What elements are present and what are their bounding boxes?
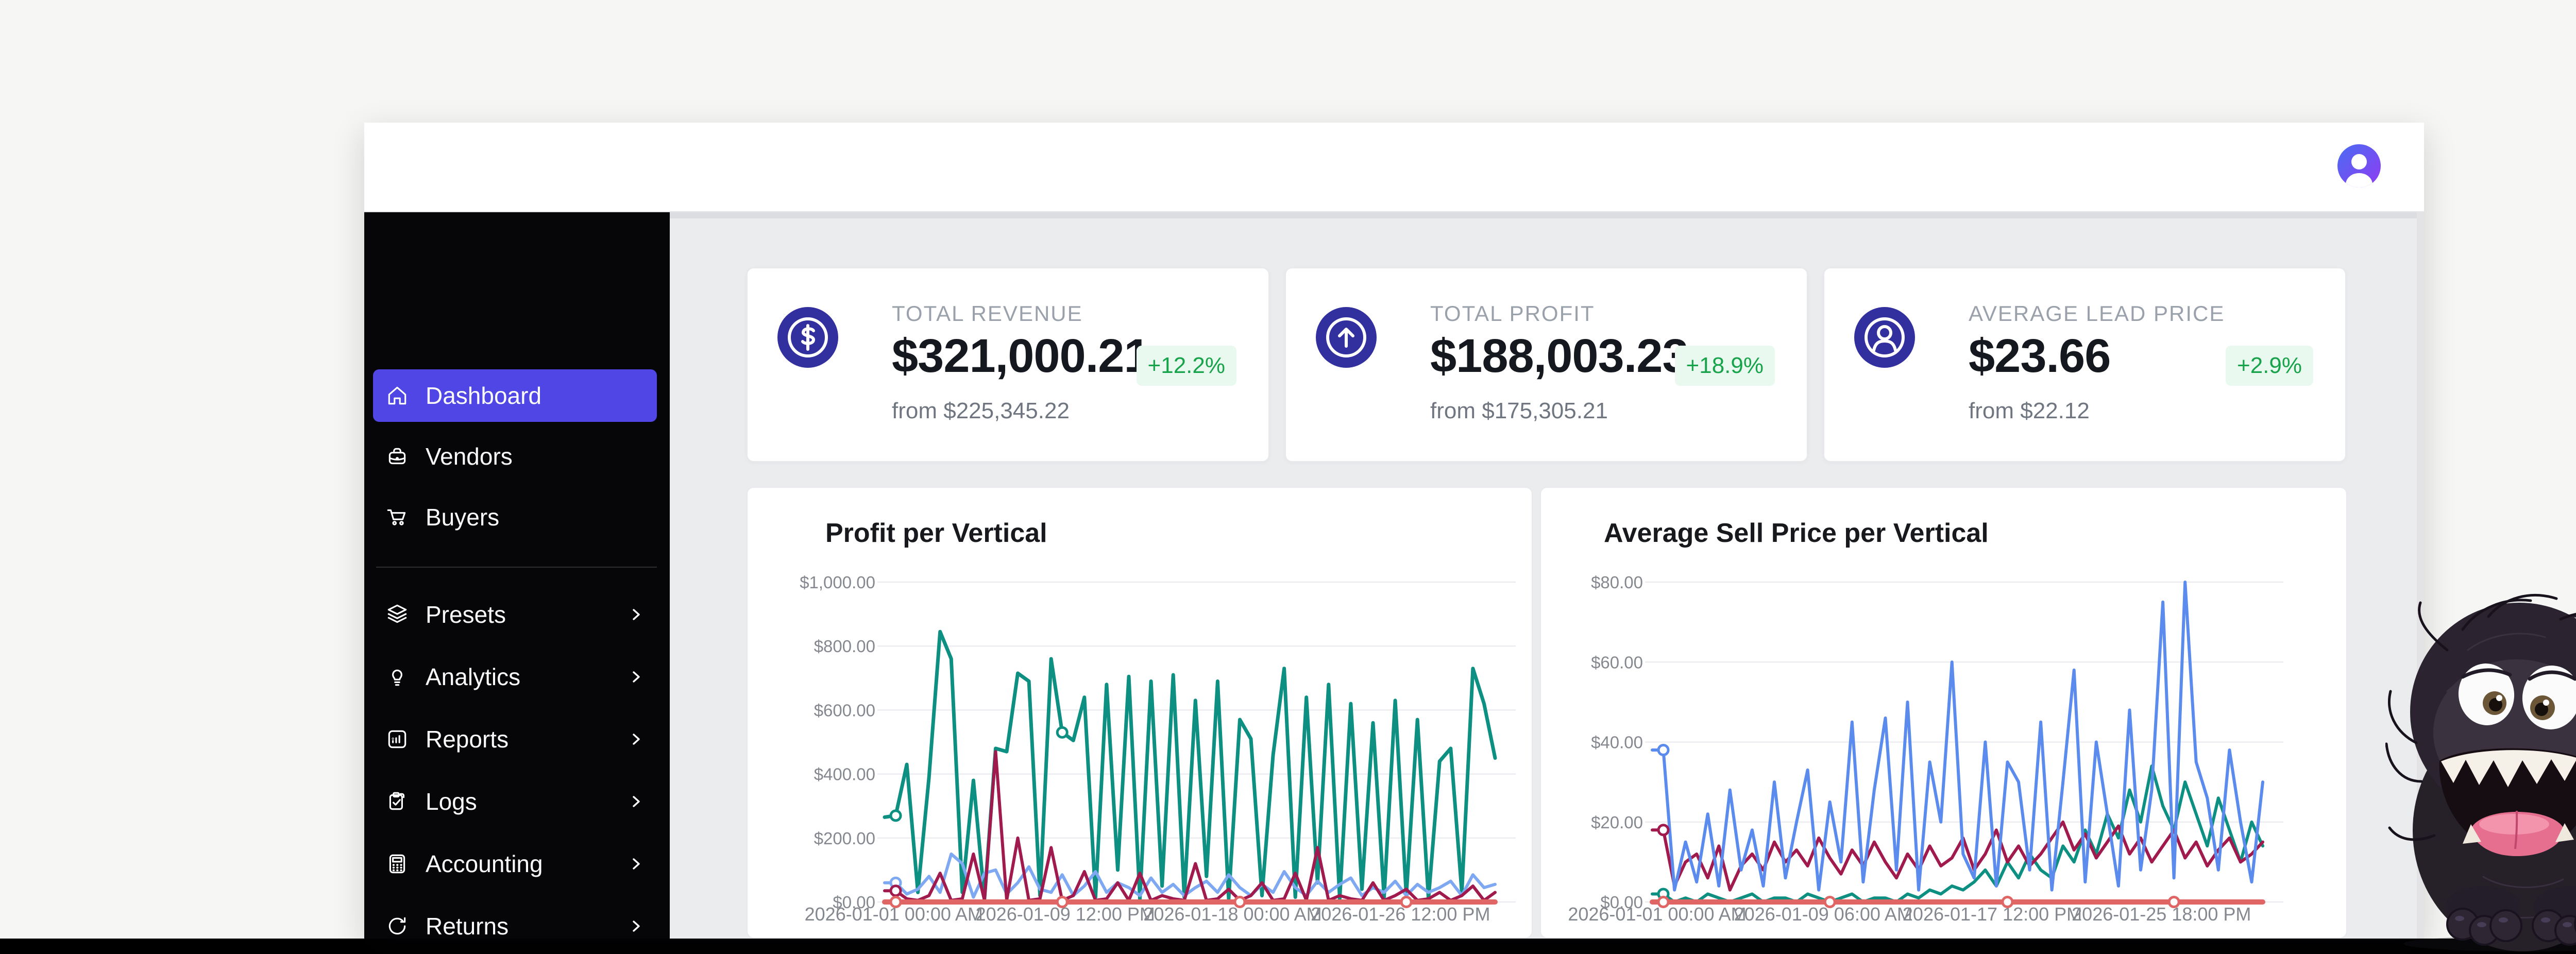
sidebar-item-analytics[interactable]: Analytics [373,651,657,703]
stat-from: from $175,305.21 [1430,398,1608,424]
stat-value: $321,000.21 [892,329,1150,383]
sidebar-divider [376,567,657,568]
sidebar-item-label: Accounting [426,850,543,878]
mascot-monster-illustration [2385,588,2576,954]
stat-label: TOTAL PROFIT [1430,301,1595,326]
stat-from: from $225,345.22 [892,398,1070,424]
average-sell-price-chart: $80.00$60.00$40.00$20.00$0.002026-01-01 … [1541,560,2348,936]
app-window: Dashboard Vendors Buyers [364,123,2424,939]
sidebar-item-logs[interactable]: Logs [373,775,657,828]
main-content: TOTAL REVENUE $321,000.21 +12.2% from $2… [670,212,2424,939]
lightbulb-icon [385,665,409,689]
chevron-right-icon [630,608,642,621]
sidebar-item-accounting[interactable]: Accounting [373,838,657,890]
svg-text:2026-01-18 00:00 AM: 2026-01-18 00:00 AM [1143,904,1321,925]
change-badge: +18.9% [1675,346,1775,386]
profit-per-vertical-chart: $1,000.00$800.00$600.00$400.00$200.00$0.… [748,560,1534,936]
stat-label: AVERAGE LEAD PRICE [1969,301,2225,326]
sidebar-item-dashboard[interactable]: Dashboard [373,369,657,422]
chevron-right-icon [630,858,642,870]
chevron-right-icon [630,733,642,745]
cart-icon [385,505,409,529]
chart-title: Profit per Vertical [825,518,1047,549]
svg-text:2026-01-25 18:00 PM: 2026-01-25 18:00 PM [2072,904,2251,925]
dollar-circle-icon [777,307,838,368]
sidebar-item-label: Returns [426,912,509,940]
svg-text:$400.00: $400.00 [814,765,875,784]
svg-text:$20.00: $20.00 [1591,813,1643,832]
bar-chart-square-icon [385,727,409,751]
sidebar-item-label: Analytics [426,663,520,691]
clipboard-check-icon [385,790,409,813]
stat-value: $188,003.23 [1430,329,1688,383]
stat-card-average-lead-price: AVERAGE LEAD PRICE $23.66 +2.9% from $22… [1823,267,2346,462]
refresh-icon [385,914,409,938]
sidebar-item-label: Vendors [426,442,513,470]
sidebar-item-label: Reports [426,725,509,753]
user-circle-icon [1854,307,1915,368]
user-avatar[interactable] [2337,144,2381,188]
sidebar-item-label: Logs [426,788,477,815]
arrow-up-circle-icon [1316,307,1377,368]
sidebar: Dashboard Vendors Buyers [364,212,670,939]
chart-card-average-sell-price: Average Sell Price per Vertical $80.00 $6… [1540,487,2347,939]
chevron-right-icon [630,920,642,932]
page: Dashboard Vendors Buyers [0,0,2576,954]
briefcase-icon [385,445,409,468]
change-badge: +12.2% [1137,346,1236,386]
home-icon [385,384,409,407]
stat-value: $23.66 [1969,329,2110,383]
sidebar-item-label: Presets [426,601,506,628]
sidebar-item-buyers[interactable]: Buyers [373,491,657,543]
layers-icon [385,603,409,626]
svg-text:$600.00: $600.00 [814,701,875,720]
svg-text:$200.00: $200.00 [814,829,875,848]
change-badge: +2.9% [2226,346,2313,386]
sidebar-item-label: Dashboard [426,382,541,410]
svg-text:$60.00: $60.00 [1591,653,1643,672]
chevron-right-icon [630,795,642,808]
stat-card-total-revenue: TOTAL REVENUE $321,000.21 +12.2% from $2… [747,267,1269,462]
sidebar-item-reports[interactable]: Reports [373,713,657,765]
stat-card-total-profit: TOTAL PROFIT $188,003.23 +18.9% from $17… [1285,267,1808,462]
sidebar-item-vendors[interactable]: Vendors [373,430,657,483]
sidebar-item-presets[interactable]: Presets [373,588,657,641]
chevron-right-icon [630,671,642,683]
content-top-divider [670,212,2424,218]
stat-from: from $22.12 [1969,398,2090,424]
svg-text:2026-01-09 06:00 AM: 2026-01-09 06:00 AM [1734,904,1912,925]
sidebar-item-label: Buyers [426,503,499,531]
svg-text:$1,000.00: $1,000.00 [800,573,875,592]
chart-card-profit-per-vertical: Profit per Vertical $1,000.00 $800.00 $600… [747,487,1533,939]
svg-text:2026-01-26 12:00 PM: 2026-01-26 12:00 PM [1311,904,1490,925]
chart-title: Average Sell Price per Vertical [1604,518,1989,549]
user-avatar-icon [2337,144,2381,188]
svg-text:$80.00: $80.00 [1591,573,1643,592]
top-header [364,123,2424,212]
svg-text:2026-01-17 12:00 PM: 2026-01-17 12:00 PM [1903,904,2082,925]
calculator-icon [385,852,409,876]
stat-label: TOTAL REVENUE [892,301,1083,326]
svg-text:$800.00: $800.00 [814,637,875,656]
svg-text:$40.00: $40.00 [1591,733,1643,752]
sidebar-item-returns[interactable]: Returns [373,900,657,952]
svg-text:2026-01-01 00:00 AM: 2026-01-01 00:00 AM [1568,904,1746,925]
